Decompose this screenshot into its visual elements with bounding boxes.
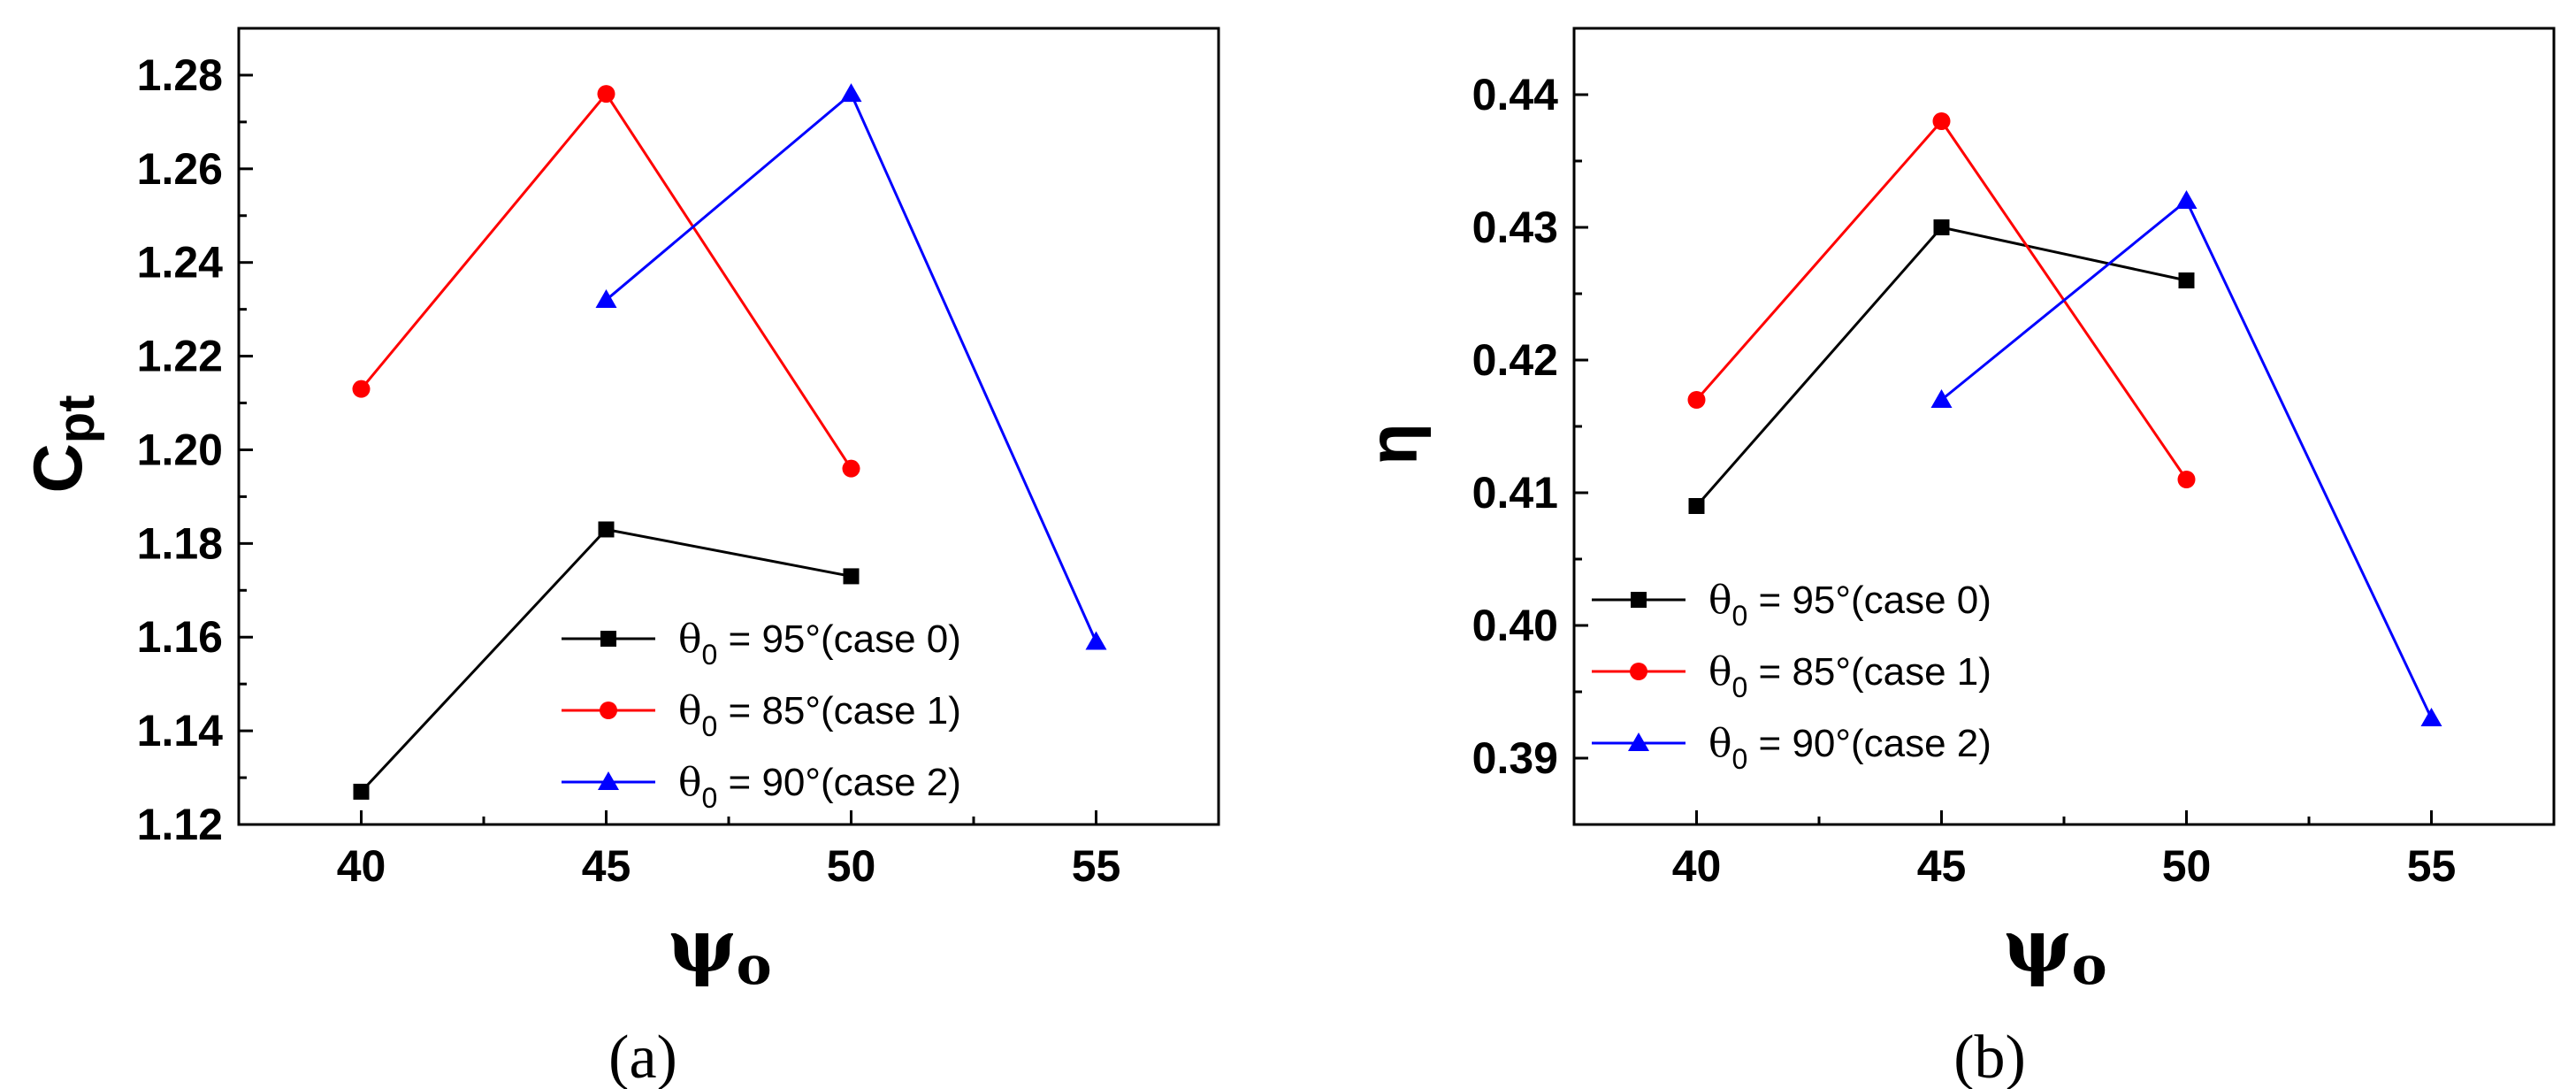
- legend-marker-1: [1630, 663, 1647, 680]
- data-point-s0-p1: [1933, 219, 1950, 235]
- y-axis-title: Cpt: [19, 395, 105, 493]
- x-axis-title: ψo: [2003, 904, 2106, 997]
- data-point-s0-p0: [1688, 498, 1705, 514]
- data-point-s1-p0: [1687, 391, 1706, 409]
- y-tick-label: 0.42: [1472, 335, 1558, 385]
- data-point-s2-p1: [840, 83, 862, 103]
- legend-label-0: θ0 = 95°(case 0): [678, 617, 961, 671]
- data-point-s1-p0: [352, 380, 371, 398]
- data-point-s2-p0: [595, 289, 617, 309]
- series-line-2: [605, 91, 1097, 643]
- panel-label: (b): [1953, 1024, 2026, 1089]
- legend-marker-0: [600, 631, 616, 647]
- y-tick-label: 1.24: [137, 238, 224, 288]
- data-point-s0-p2: [843, 568, 860, 585]
- y-axis-title: η: [1354, 423, 1432, 465]
- x-tick-label: 55: [2407, 841, 2457, 891]
- y-tick-label: 1.16: [137, 612, 223, 662]
- y-tick-label: 1.14: [137, 706, 224, 755]
- y-tick-label: 1.20: [137, 425, 223, 474]
- data-point-s2-p2: [1085, 631, 1107, 650]
- legend-label-1: θ0 = 85°(case 1): [1708, 649, 1991, 703]
- y-tick-label: 1.12: [137, 800, 223, 849]
- data-point-s1-p2: [842, 459, 860, 478]
- data-point-s2-p2: [2420, 708, 2442, 726]
- series-line-1: [1695, 119, 2188, 480]
- panel-label: (a): [608, 1024, 677, 1089]
- legend-marker-2: [1628, 732, 1649, 751]
- x-tick-label: 45: [1917, 841, 1967, 891]
- y-tick-label: 1.26: [137, 144, 223, 194]
- data-point-s1-p1: [597, 85, 615, 104]
- y-tick-label: 0.40: [1472, 601, 1558, 650]
- legend-marker-2: [598, 771, 619, 790]
- y-tick-label: 1.18: [137, 518, 223, 568]
- data-point-s1-p2: [2177, 471, 2196, 488]
- y-tick-label: 1.28: [137, 50, 223, 100]
- legend-label-2: θ0 = 90°(case 2): [678, 760, 961, 814]
- series-line-0: [1695, 226, 2187, 507]
- data-point-s0-p0: [353, 783, 370, 800]
- x-tick-label: 40: [1672, 841, 1722, 891]
- legend-label-1: θ0 = 85°(case 1): [678, 688, 961, 742]
- legend-label-0: θ0 = 95°(case 0): [1708, 578, 1991, 632]
- x-tick-label: 45: [582, 841, 631, 891]
- data-point-s1-p1: [1932, 112, 1951, 130]
- data-point-s2-p1: [2175, 190, 2198, 209]
- data-point-s0-p2: [2178, 272, 2195, 288]
- y-tick-label: 0.41: [1472, 468, 1558, 518]
- x-axis-title: ψo: [668, 904, 771, 997]
- legend: θ0 = 95°(case 0) θ0 = 85°(case 1) θ0 = 90°…: [1592, 578, 1991, 775]
- y-tick-label: 0.39: [1472, 733, 1558, 783]
- plot-frame: [1572, 27, 2556, 826]
- data-point-s2-p0: [1930, 389, 1953, 408]
- y-tick-label: 0.44: [1472, 70, 1559, 119]
- x-tick-label: 40: [337, 841, 386, 891]
- data-point-s0-p1: [598, 521, 615, 538]
- legend-label-2: θ0 = 90°(case 2): [1708, 721, 1991, 775]
- legend: θ0 = 95°(case 0) θ0 = 85°(case 1) θ0 = 90°…: [562, 617, 961, 814]
- series-line-1: [360, 91, 852, 470]
- legend-marker-0: [1631, 592, 1647, 608]
- panel-a: 40 45 50 55 1.12 1.14 1.16 1.18 1.20 1.22 1.24 1.26…: [19, 27, 1220, 1089]
- x-tick-label: 50: [2162, 841, 2212, 891]
- y-tick-label: 0.43: [1472, 203, 1558, 252]
- legend-marker-1: [600, 702, 617, 719]
- x-tick-label: 55: [1072, 841, 1121, 891]
- y-tick-label: 1.22: [137, 332, 223, 381]
- panel-b: 40 45 50 55 0.39 0.40 0.41 0.42 0.43 0.44 η ψo (b) θ0…: [1354, 27, 2556, 1089]
- x-tick-label: 50: [827, 841, 876, 891]
